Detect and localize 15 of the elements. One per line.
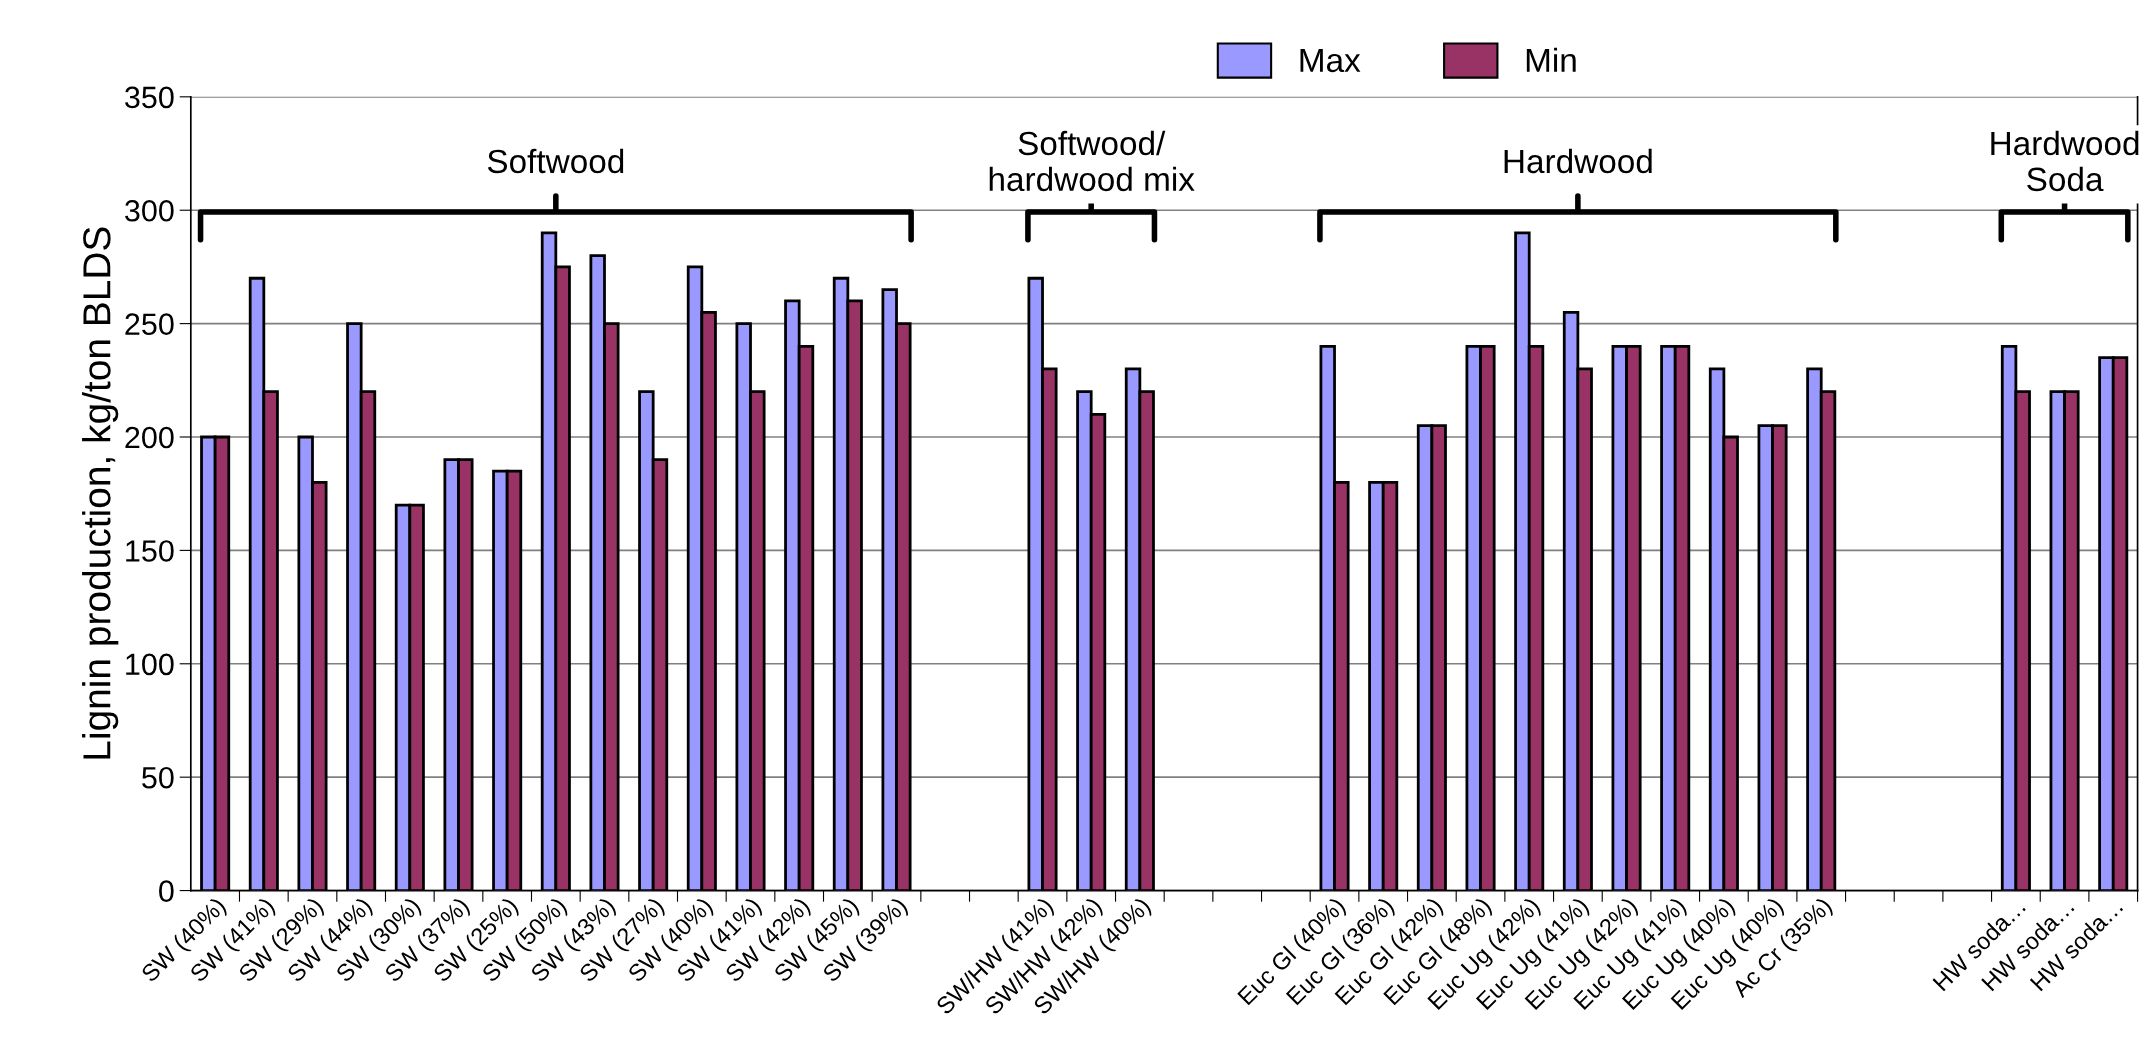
legend-label: Min bbox=[1526, 47, 1576, 72]
annotation: Softwood/ hardwood mix bbox=[989, 130, 1195, 192]
y-axis-title: Lignin production, kg/ton BLDS bbox=[82, 227, 119, 759]
legend-label: Max bbox=[1300, 48, 1361, 73]
annotation: Hardwood bbox=[1504, 148, 1652, 174]
y-tick-label: 50 bbox=[142, 766, 174, 789]
annotation: Softwood bbox=[487, 148, 624, 174]
y-tick-label: 0 bbox=[159, 880, 174, 902]
y-tick-label: 150 bbox=[126, 540, 174, 562]
y-tick-label: 350 bbox=[125, 86, 174, 109]
y-tick-label: 100 bbox=[126, 653, 174, 676]
annotation: Hardwood Soda bbox=[1991, 130, 2139, 192]
y-tick-label: 250 bbox=[125, 313, 174, 335]
y-tick-label: 200 bbox=[125, 426, 174, 449]
y-tick-label: 300 bbox=[125, 199, 174, 222]
